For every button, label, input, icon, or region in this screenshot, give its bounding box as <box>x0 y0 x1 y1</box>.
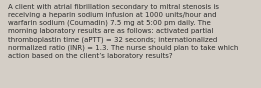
Text: A client with atrial fibrillation secondary to mitral stenosis is
receiving a he: A client with atrial fibrillation second… <box>8 4 238 59</box>
